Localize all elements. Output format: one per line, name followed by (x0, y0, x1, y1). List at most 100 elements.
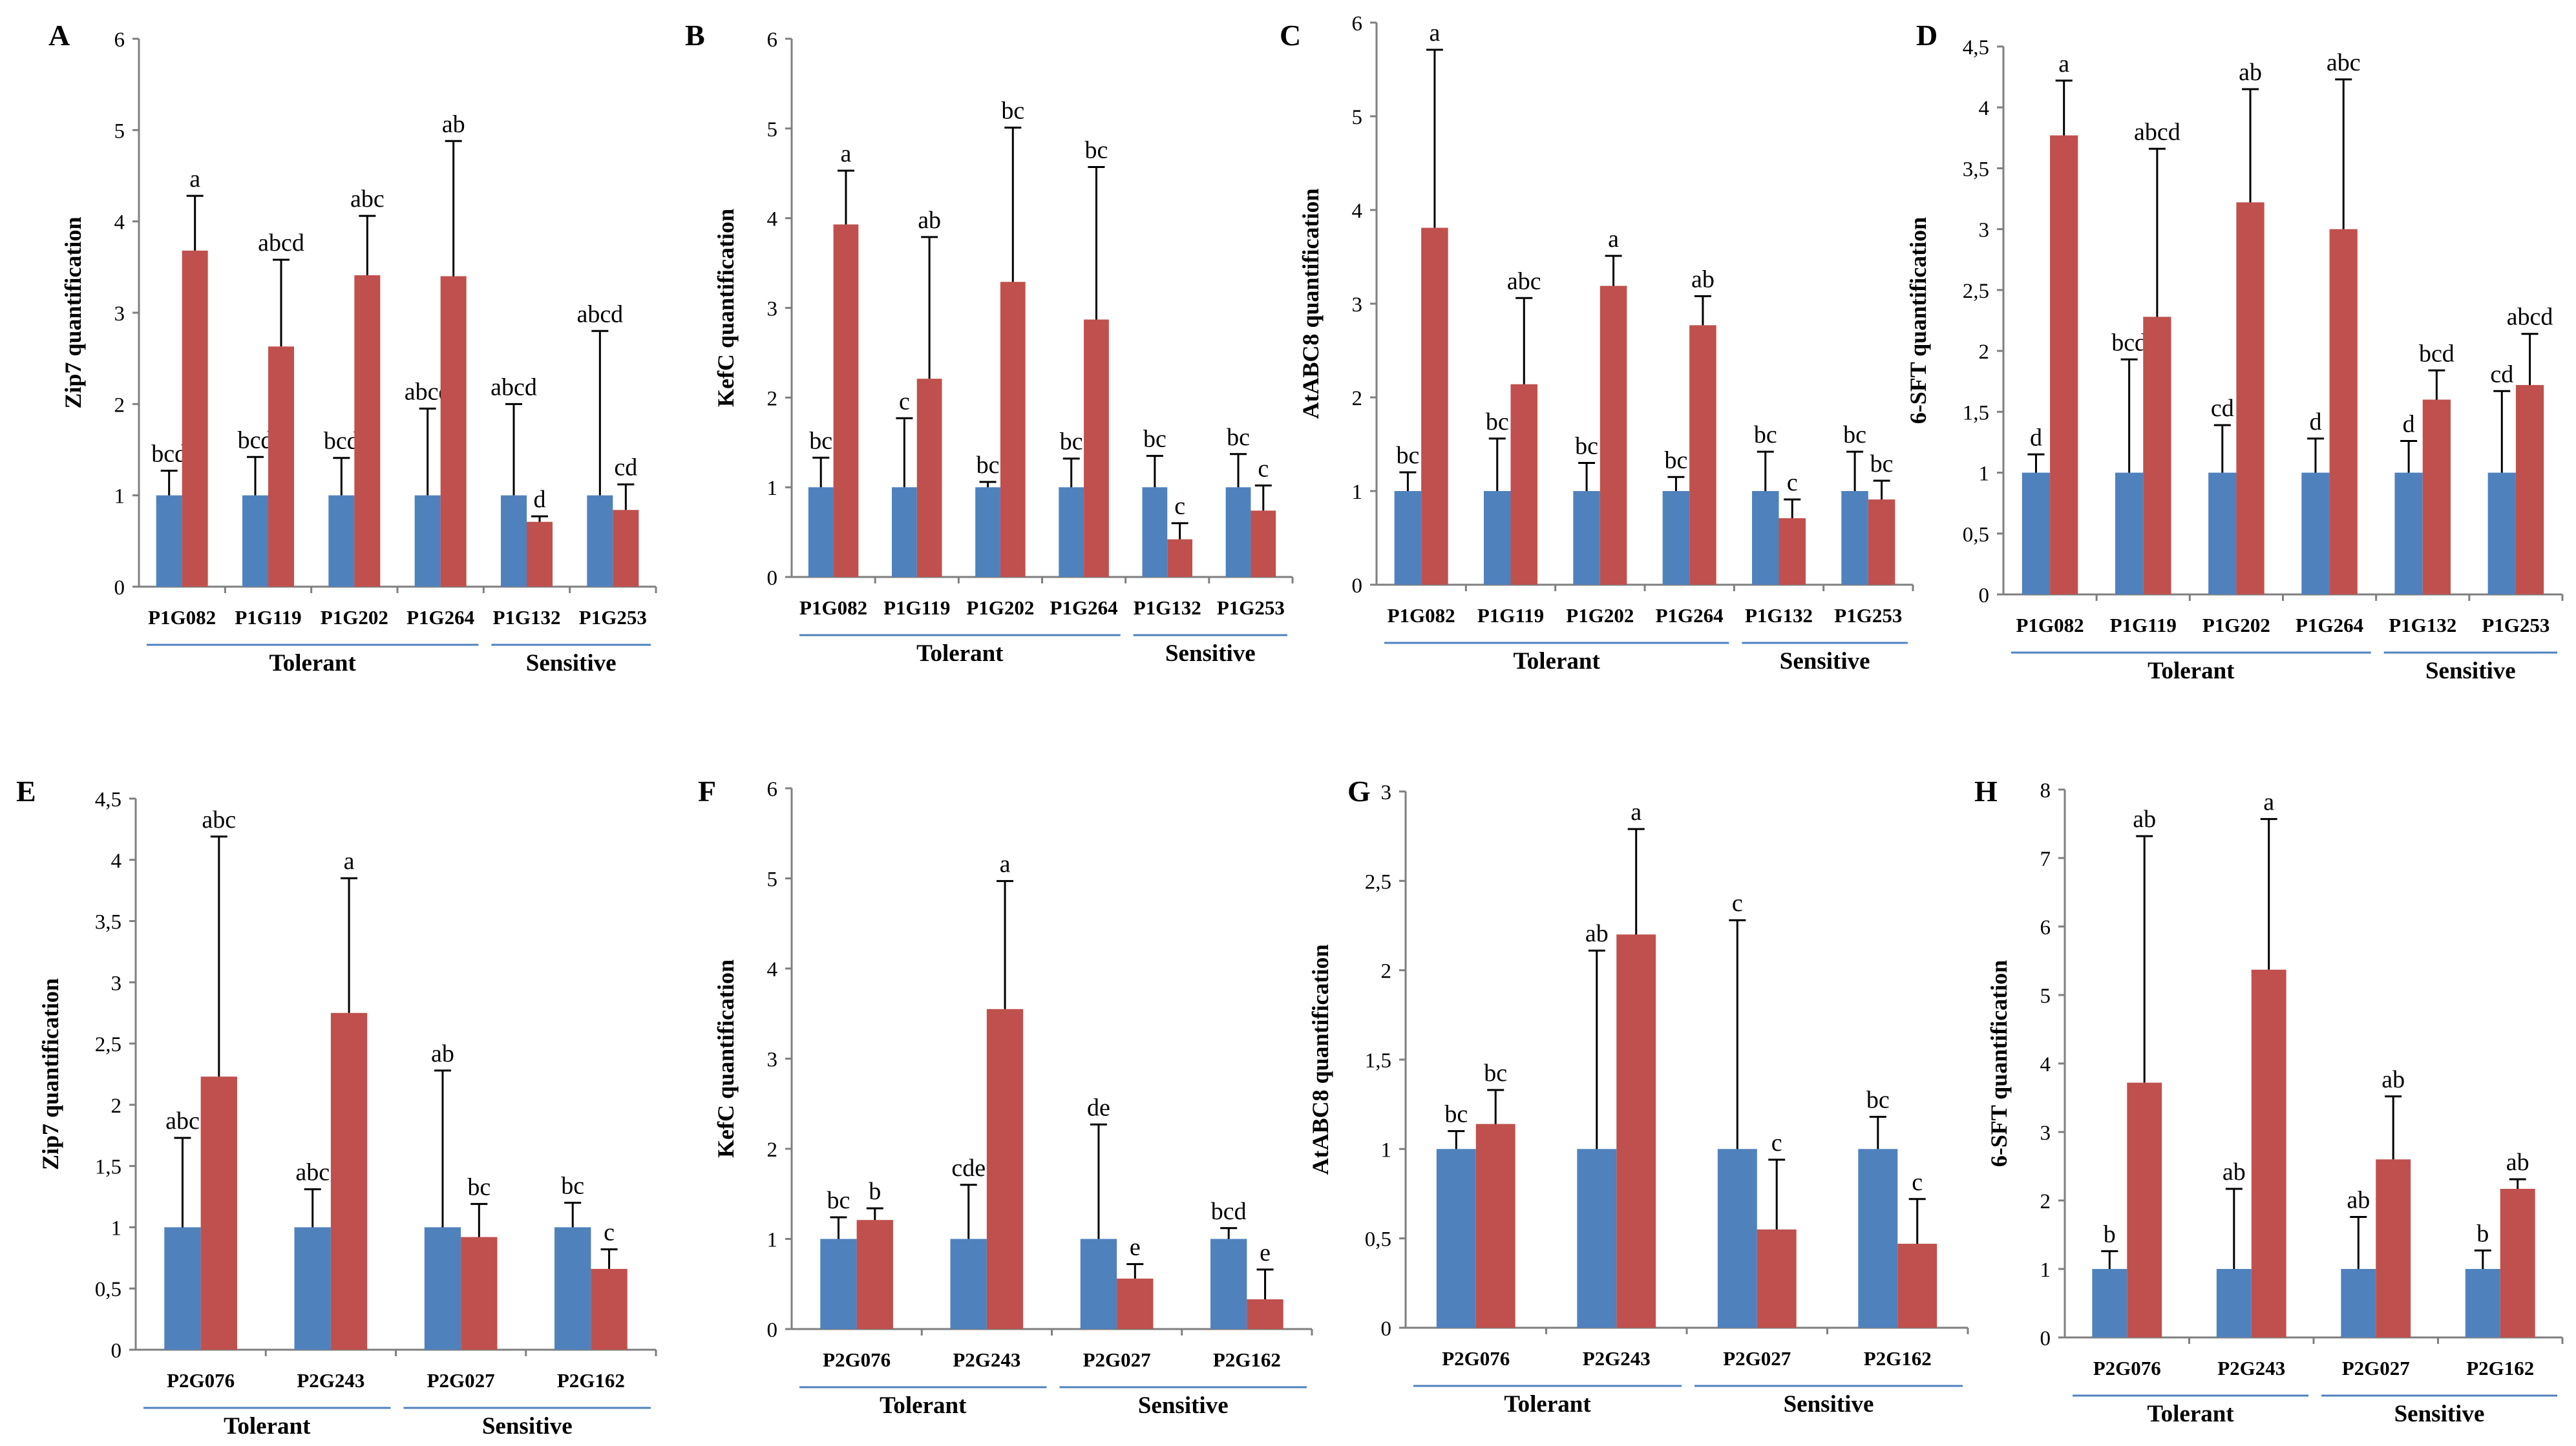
x-tick-label: P1G132 (1745, 604, 1813, 627)
bar-control-p2g243 (950, 1239, 987, 1329)
y-tick-label: 1,5 (1365, 1049, 1391, 1073)
x-tick-label: P2G027 (1723, 1347, 1791, 1370)
group-label-sensitive: Sensitive (1784, 1391, 1874, 1418)
y-axis-label: KefC quantification (713, 209, 739, 407)
y-tick-label: 3 (114, 302, 125, 326)
bar-control-p1g253 (1225, 487, 1251, 577)
significance-label: ab (2222, 1158, 2246, 1186)
bar-treated-p2g027 (1757, 1229, 1797, 1328)
y-tick-label: 0,5 (1963, 523, 1989, 547)
bar-control-p1g202 (975, 487, 1000, 577)
significance-label: bcd (151, 441, 187, 468)
significance-label: bcd (1211, 1198, 1247, 1225)
bar-control-p1g082 (808, 487, 834, 577)
group-label-tolerant: Tolerant (880, 1392, 967, 1419)
bar-control-p1g119 (892, 487, 917, 577)
significance-label: d (2403, 411, 2415, 438)
bar-treated-p1g264 (2329, 229, 2358, 595)
significance-label: ab (1585, 920, 1609, 947)
bar-control-p1g202 (1573, 491, 1600, 585)
x-tick-label: P1G264 (1050, 596, 1118, 619)
group-label-sensitive: Sensitive (1138, 1392, 1229, 1419)
significance-label: abc (2327, 49, 2361, 76)
bar-control-p1g253 (587, 495, 613, 587)
panel-letter: D (1916, 19, 1937, 52)
panel-a: A 0 1 2 3 4 5 6 Zip7 quantification bcd a P1G082 bcd… (48, 19, 657, 676)
y-tick-label: 2 (1352, 387, 1363, 410)
y-tick-label: 5 (114, 120, 125, 143)
x-tick-label: P1G082 (2016, 614, 2084, 636)
x-tick-label: P2G162 (2466, 1357, 2534, 1379)
y-axis-label: Zip7 quantification (60, 216, 86, 408)
y-tick-label: 2 (2040, 1190, 2051, 1213)
significance-label: bc (1870, 450, 1894, 477)
y-tick-label: 5 (2040, 985, 2051, 1008)
significance-label: bcd (324, 428, 359, 455)
bar-treated-p1g132 (2422, 399, 2451, 594)
significance-label: e (1260, 1239, 1271, 1266)
significance-label: abcd (2507, 304, 2553, 331)
significance-label: bc (1754, 421, 1777, 448)
x-tick-label: P1G202 (966, 596, 1034, 619)
bar-treated-p2g162 (2500, 1188, 2535, 1337)
bar-control-p2g162 (1210, 1239, 1247, 1329)
bar-control-p2g027 (2341, 1269, 2376, 1337)
x-tick-label: P1G119 (235, 606, 301, 629)
y-tick-label: 1 (1979, 463, 1990, 486)
x-tick-label: P1G132 (2389, 614, 2456, 636)
y-tick-label: 1 (111, 1217, 122, 1240)
bar-control-p1g082 (2022, 472, 2051, 594)
y-tick-label: 0 (111, 1339, 122, 1363)
panel-f: F 0 1 2 3 4 5 6 KefC quantification bc b P2G076 cde a… (698, 775, 1313, 1419)
significance-label: a (1631, 799, 1642, 826)
x-tick-label: P2G243 (2217, 1357, 2285, 1379)
y-tick-label: 6 (767, 28, 778, 52)
bar-treated-p1g264 (1084, 319, 1109, 577)
y-tick-label: 6 (767, 778, 778, 801)
x-tick-label: P1G253 (1217, 596, 1285, 619)
significance-label: a (1000, 851, 1011, 878)
y-tick-label: 2,5 (95, 1033, 121, 1056)
significance-label: ab (431, 1040, 454, 1067)
panel-letter: F (698, 775, 716, 808)
significance-label: c (1771, 1129, 1782, 1157)
bar-control-p2g027 (424, 1227, 461, 1350)
y-tick-label: 0 (114, 576, 125, 600)
bar-treated-p2g162 (591, 1268, 628, 1350)
significance-label: c (1912, 1169, 1923, 1196)
bar-treated-p1g082 (1421, 227, 1448, 585)
x-tick-label: P1G082 (148, 606, 216, 629)
significance-label: abc (202, 806, 236, 833)
y-tick-label: 5 (1352, 106, 1363, 129)
y-tick-label: 2 (767, 1138, 778, 1162)
x-tick-label: P2G076 (823, 1348, 891, 1371)
bar-treated-p1g202 (1599, 286, 1627, 585)
group-label-sensitive: Sensitive (2425, 658, 2516, 684)
significance-label: ab (2347, 1186, 2370, 1213)
significance-label: ab (2133, 806, 2156, 833)
y-tick-label: 4,5 (95, 788, 121, 812)
bar-treated-p2g027 (461, 1237, 498, 1350)
bar-control-p2g162 (2465, 1269, 2500, 1337)
x-tick-label: P1G264 (1656, 604, 1724, 627)
bar-treated-p1g119 (268, 346, 294, 587)
y-tick-label: 4 (114, 211, 125, 235)
x-tick-label: P1G119 (1477, 604, 1544, 627)
x-tick-label: P1G264 (2296, 614, 2363, 636)
group-label-sensitive: Sensitive (526, 650, 617, 676)
bar-treated-p1g253 (1251, 510, 1276, 577)
y-tick-label: 5 (767, 868, 778, 892)
group-label-sensitive: Sensitive (482, 1413, 573, 1440)
x-tick-label: P1G082 (1388, 604, 1455, 627)
x-tick-label: P1G119 (2110, 614, 2177, 636)
x-tick-label: P2G162 (557, 1369, 625, 1392)
significance-label: c (1258, 455, 1269, 482)
significance-label: a (189, 165, 200, 193)
y-tick-label: 0 (1381, 1317, 1392, 1341)
panel-letter: E (16, 775, 36, 808)
bar-control-p2g243 (1577, 1149, 1617, 1328)
bar-control-p1g132 (1752, 491, 1779, 585)
x-tick-label: P1G264 (406, 606, 474, 629)
bar-control-p2g076 (2092, 1269, 2127, 1337)
significance-label: abc (295, 1159, 330, 1186)
